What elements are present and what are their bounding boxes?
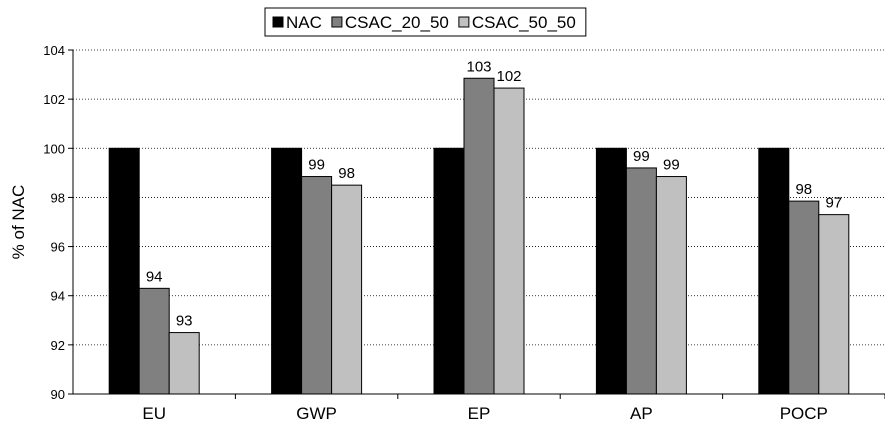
data-label: 102 xyxy=(496,68,521,85)
bar-nac xyxy=(108,147,140,395)
y-tick-label: 100 xyxy=(43,141,65,156)
bar-csac-50-50 xyxy=(655,176,687,395)
x-tick-label: AP xyxy=(630,404,653,423)
y-tick-label: 90 xyxy=(51,387,65,402)
legend: NAC CSAC_20_50 CSAC_50_50 xyxy=(264,7,587,37)
y-tick-label: 92 xyxy=(51,338,65,353)
data-label: 98 xyxy=(795,181,812,198)
x-tick-label: EU xyxy=(142,404,166,423)
y-tick-label: 94 xyxy=(51,289,65,304)
legend-swatch xyxy=(272,16,284,28)
legend-frame xyxy=(264,7,587,37)
y-tick-label: 104 xyxy=(43,43,65,58)
data-label: 98 xyxy=(338,165,355,182)
x-tick-label: GWP xyxy=(296,404,337,423)
data-label: 99 xyxy=(633,148,650,165)
legend-swatch xyxy=(331,16,343,28)
legend-label: NAC xyxy=(286,13,322,32)
bar-nac xyxy=(271,147,303,395)
y-tick-label: 96 xyxy=(51,240,65,255)
x-tick-label: POCP xyxy=(780,404,828,423)
data-label: 99 xyxy=(308,157,325,174)
bar-csac-50-50 xyxy=(331,184,363,395)
y-axis-title: % of NAC xyxy=(9,185,28,260)
legend-label: CSAC_50_50 xyxy=(472,13,576,32)
data-label: 103 xyxy=(466,58,491,75)
bar-csac-20-50 xyxy=(463,77,495,395)
bar-nac xyxy=(758,147,790,395)
data-label: 97 xyxy=(825,195,842,212)
bar-csac-20-50 xyxy=(788,200,820,395)
y-tick-label: 102 xyxy=(43,92,65,107)
x-tick-label: EP xyxy=(468,404,491,423)
data-label: 99 xyxy=(663,157,680,174)
bar-nac xyxy=(433,147,465,395)
bar-csac-50-50 xyxy=(493,87,525,395)
bar-csac-20-50 xyxy=(625,167,657,395)
bar-csac-50-50 xyxy=(168,332,200,395)
y-tick-label: 98 xyxy=(51,190,65,205)
legend-swatch xyxy=(458,16,470,28)
bar-csac-50-50 xyxy=(818,214,850,395)
legend-label: CSAC_20_50 xyxy=(345,13,449,32)
axes: 90 92 94 96 98 100 102 104 EU GWP EP AP POCP xyxy=(43,43,885,423)
data-label: 93 xyxy=(176,313,193,330)
bar-csac-20-50 xyxy=(301,176,333,395)
data-label: 94 xyxy=(146,268,163,285)
bar-csac-20-50 xyxy=(138,287,170,395)
bars: 94 93 99 98 103 102 99 99 98 97 xyxy=(108,58,850,395)
bar-nac xyxy=(595,147,627,395)
